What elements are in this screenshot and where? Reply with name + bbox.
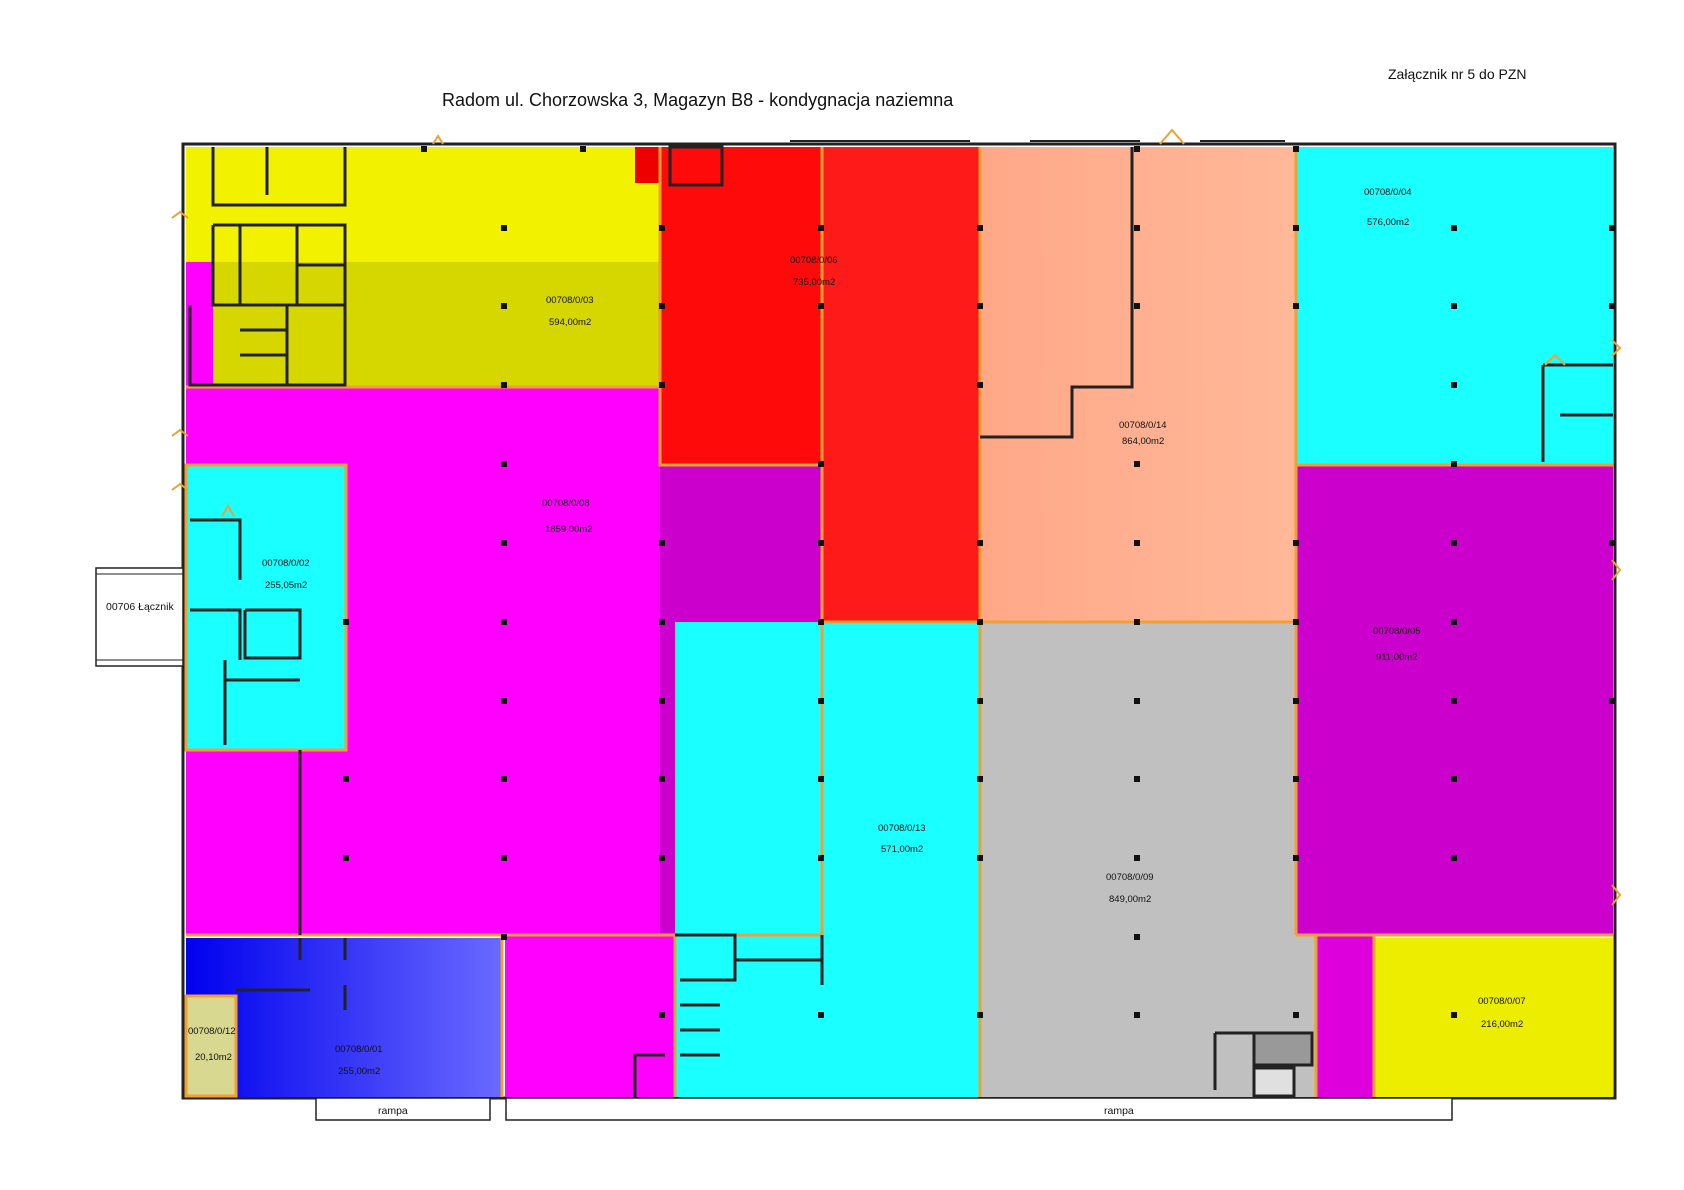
unit-area-label: 735,00m2 — [793, 277, 835, 288]
unit-area-label: 911,00m2 — [1376, 652, 1418, 663]
connector-block — [95, 567, 184, 667]
unit-area-label: 571,00m2 — [881, 844, 923, 855]
unit-id-label: 00708/0/02 — [262, 558, 310, 569]
interior-walls — [188, 145, 1613, 1098]
area-red-corner — [635, 147, 663, 183]
area-13 — [675, 622, 980, 1097]
area-03-bottom — [213, 262, 660, 387]
area-09 — [980, 622, 1316, 1097]
unit-id-label: 00708/0/08 — [542, 498, 590, 509]
area-06-left — [660, 147, 822, 465]
unit-area-label: 594,00m2 — [549, 317, 591, 328]
columns — [343, 146, 1615, 1018]
unit-id-label: 00708/0/01 — [335, 1044, 383, 1055]
unit-labels: 00708/0/01 255,00m2 00708/0/02 255,05m2 0070… — [188, 187, 1526, 1077]
unit-id-label: 00708/0/07 — [1478, 996, 1526, 1007]
unit-area-label: 576,00m2 — [1367, 217, 1409, 228]
unit-id-label: 00708/0/05 — [1373, 626, 1421, 637]
area-08-top — [186, 387, 660, 465]
ramp-label-left: rampa — [378, 1105, 408, 1117]
unit-id-label: 00708/0/06 — [790, 255, 838, 266]
unit-area-label: 216,00m2 — [1481, 1019, 1523, 1030]
unit-area-label: 255,05m2 — [265, 580, 307, 591]
area-02 — [186, 465, 346, 750]
unit-area-label: 1859,00m2 — [545, 524, 593, 535]
page-title: Radom ul. Chorzowska 3, Magazyn B8 - kon… — [442, 90, 954, 110]
unit-area-label: 849,00m2 — [1109, 894, 1151, 905]
attachment-note: Załącznik nr 5 do PZN — [1388, 66, 1527, 82]
area-14 — [980, 147, 1296, 622]
area-06-right — [822, 147, 980, 622]
unit-area-label: 20,10m2 — [195, 1052, 232, 1063]
unit-area-label: 864,00m2 — [1122, 436, 1164, 447]
area-01 — [186, 938, 502, 1097]
ramp-label-right: rampa — [1104, 1105, 1134, 1117]
ramps — [315, 1097, 1453, 1121]
connector-label: 00706 Łącznik — [106, 601, 174, 613]
area-07 — [1374, 938, 1613, 1097]
unit-id-label: 00708/0/04 — [1364, 187, 1412, 198]
area-05-corridor — [1316, 935, 1374, 1097]
unit-area-label: 255,00m2 — [338, 1066, 380, 1077]
unit-id-label: 00708/0/12 — [188, 1026, 236, 1037]
unit-id-label: 00708/0/03 — [546, 295, 594, 306]
unit-id-label: 00708/0/14 — [1119, 420, 1167, 431]
unit-id-label: 00708/0/09 — [1106, 872, 1154, 883]
unit-id-label: 00708/0/13 — [878, 823, 926, 834]
area-12 — [186, 996, 236, 1096]
area-08-bottom — [505, 935, 675, 1097]
